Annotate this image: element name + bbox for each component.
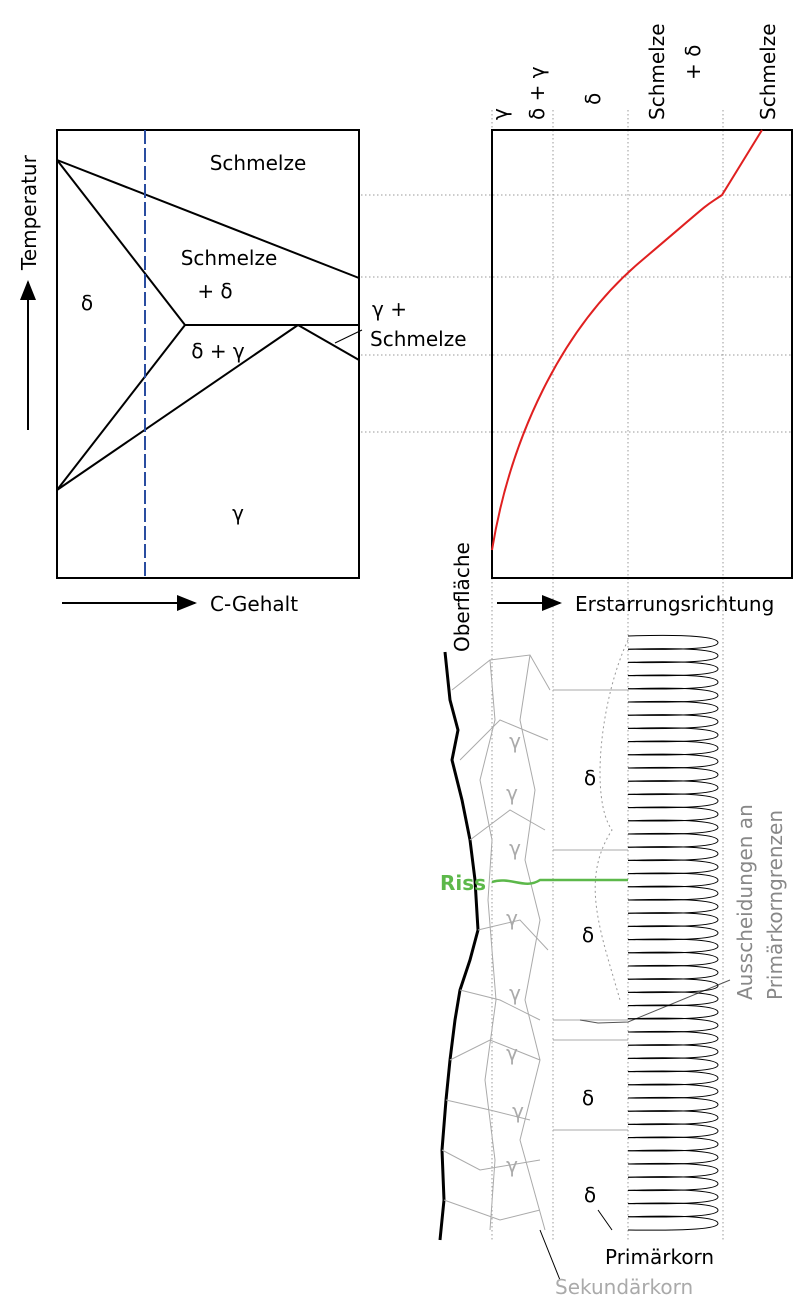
dendrite [628,794,718,808]
dendrite [628,979,718,993]
dendrite [628,1071,718,1085]
label: δ + γ [191,339,245,363]
dendrite [628,833,718,847]
phase-diagram [28,130,362,603]
dendrite [628,952,718,966]
delta-label: δ [584,766,596,790]
dendrite [628,847,718,861]
dendrite [628,899,718,913]
dendrite [628,913,718,927]
dendrite [628,715,718,729]
axis-label: C-Gehalt [210,592,298,616]
axis-label: Erstarrungsrichtung [575,592,774,616]
dendrite [628,701,718,715]
axis-label: Temperatur [17,154,41,271]
solidification-chart [492,130,792,603]
dendrite [628,1045,718,1059]
dendrite [628,675,718,689]
dendrite [628,1031,718,1045]
gamma-label: γ [509,836,521,860]
gamma-label: γ [506,906,518,930]
label: Schmelze [370,327,467,351]
dendrite [628,728,718,742]
delta-label: δ [582,923,594,947]
dendrite [628,886,718,900]
crack-label: Riss [440,871,486,895]
label: δ [81,291,93,315]
dendrite [628,807,718,821]
diagram: Schmelze Schmelze + δ δ δ + γ γ + Schmel… [0,0,800,1301]
label: γ + [372,297,407,321]
dendrite [628,1203,718,1217]
gamma-label: γ [512,1099,524,1123]
precipitate-label: Primärkorngrenzen [763,810,787,1000]
primary-grain-label: Primärkorn [605,1245,714,1269]
label: γ [488,108,512,120]
gamma-label: γ [506,1041,518,1065]
dendrite [628,873,718,887]
dendrite [628,820,718,834]
dendrite [628,1124,718,1138]
dendrite [628,1216,718,1230]
dendrite [628,1111,718,1125]
dendrite [628,1097,718,1111]
precipitate-label: Ausscheidungen an [733,804,757,1000]
dendrite [628,662,718,676]
dendrite [628,1163,718,1177]
gamma-label: γ [506,1153,518,1177]
gamma-label: γ [506,781,518,805]
gamma-label: γ [509,981,521,1005]
label: + δ [197,279,232,303]
label: γ [232,501,244,525]
label: δ [581,93,605,105]
label: Schmelze [181,246,278,270]
dendrite [628,926,718,940]
dendrite [628,688,718,702]
label: + δ [681,45,705,80]
dendrite [628,635,718,649]
dendrite [628,860,718,874]
dendrite [628,754,718,768]
dendrite [628,1084,718,1098]
dendrite [628,1190,718,1204]
secondary-grain-label: Sekundärkorn [555,1275,693,1299]
label: δ + γ [525,66,549,120]
dendrite [628,965,718,979]
label: Schmelze [756,23,780,120]
label: Oberfläche [450,542,474,652]
label: Schmelze [210,151,307,175]
dendrite [628,741,718,755]
dendrite [628,1058,718,1072]
gamma-label: γ [509,729,521,753]
dendrite [628,1137,718,1151]
dendrite [628,649,718,663]
dendrite [628,1018,718,1032]
dendrite [628,1150,718,1164]
dendrite [628,781,718,795]
dendrite [628,1177,718,1191]
dendrite [628,767,718,781]
label: Schmelze [645,23,669,120]
dendrite [628,939,718,953]
delta-label: δ [582,1086,594,1110]
delta-label: δ [584,1183,596,1207]
column-labels: γ δ + γ δ Schmelze + δ Schmelze Erstarru… [450,23,780,652]
